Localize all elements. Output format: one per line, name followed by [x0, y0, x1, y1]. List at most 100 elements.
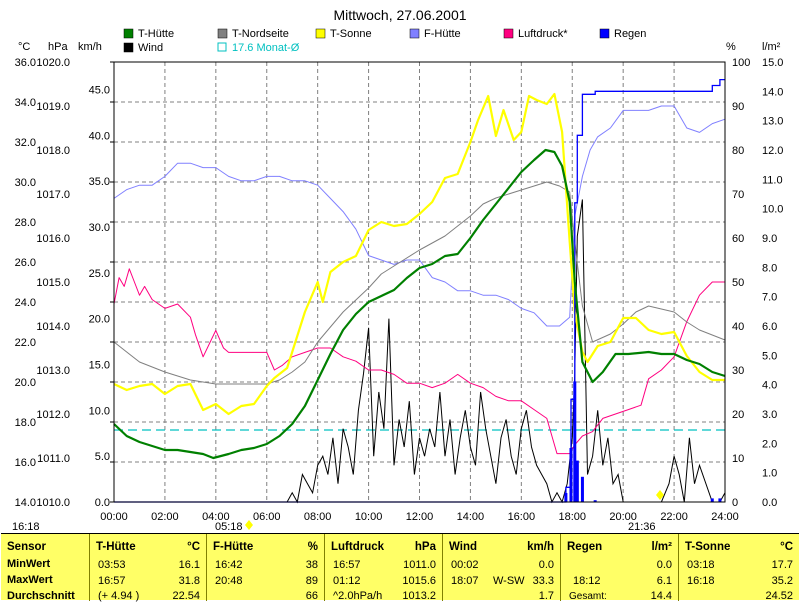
rain-bar: [593, 500, 597, 502]
tick-labels: 00:00 02:00 04:00 06:00 08:00 10:00 12:00 14:00…: [15, 57, 784, 523]
rain-unit-label: l/m²: [762, 41, 781, 53]
maxwert-label: MaxWert: [7, 574, 53, 586]
x-tick-label: 00:00: [100, 511, 128, 523]
celsius-tick-label: 32.0: [15, 137, 36, 149]
percent-tick-label: 60: [732, 233, 744, 245]
sunset-marker: [656, 490, 664, 500]
tsonne-avg-value: 24.52: [765, 590, 793, 602]
minwert-label: MinWert: [7, 558, 51, 570]
rain-tick-label: 8.0: [762, 262, 777, 274]
hpa-unit-label: hPa: [48, 41, 68, 53]
x-tick-label: 08:00: [304, 511, 332, 523]
hpa-tick-label: 1015.0: [36, 277, 70, 289]
percent-tick-label: 10: [732, 453, 744, 465]
x-tick-label: 16:00: [508, 511, 536, 523]
rain-tick-label: 2.0: [762, 438, 777, 450]
grid: [110, 61, 725, 503]
fhuette-avg-value: 66: [305, 590, 318, 602]
legend-label-wind: Wind: [138, 42, 163, 54]
legend-swatch-wind: [123, 42, 134, 53]
wind-min-value: 0.0: [538, 559, 554, 571]
percent-tick-label: 40: [732, 321, 744, 333]
legend-label-luftdruck-: Luftdruck*: [518, 28, 568, 40]
rain-bar: [573, 381, 577, 502]
fhuette-unit: %: [307, 541, 318, 553]
tsonne-min-value: 17.7: [771, 559, 793, 571]
stats-luftdruck: Luftdruck hPa 16:57 1011.0 01:12 1015.6 …: [324, 534, 442, 602]
rain-tick-label: 7.0: [762, 292, 777, 304]
celsius-unit-label: °C: [18, 41, 30, 53]
series-t-nordseite: [113, 181, 726, 385]
kmh-tick-label: 35.0: [89, 176, 110, 188]
stats-thuette: T-Hütte °C 03:53 16.1 16:57 31.8 (+ 4.94…: [89, 534, 206, 602]
plot-frame: [113, 61, 726, 503]
kmh-tick-label: 30.0: [89, 222, 110, 234]
legend-swatch-luftdruck-: [503, 28, 514, 39]
stats-fhuette: F-Hütte % 16:42 38 20:48 89 66: [206, 534, 324, 602]
celsius-tick-label: 14.0: [15, 497, 36, 509]
wind-avg-value: 1.7: [538, 590, 554, 602]
sunrise-label: 05:18: [215, 521, 243, 533]
kmh-tick-label: 25.0: [89, 268, 110, 280]
tsonne-max-value: 35.2: [771, 575, 793, 587]
rain-bar: [575, 460, 579, 502]
rain-bar: [569, 448, 573, 502]
kmh-tick-label: 45.0: [89, 85, 110, 97]
hpa-tick-label: 1018.0: [36, 145, 70, 157]
rain-tick-label: 13.0: [762, 116, 783, 128]
celsius-tick-label: 24.0: [15, 297, 36, 309]
fhuette-max-time: 20:48: [215, 575, 243, 587]
rain-tick-label: 14.0: [762, 86, 783, 98]
wind-header: Wind: [449, 541, 477, 553]
fhuette-min-value: 38: [305, 559, 318, 571]
luftdruck-unit: hPa: [414, 541, 436, 553]
legend-label-t-huette: T-Hütte: [138, 28, 174, 40]
luftdruck-max-time: 01:12: [333, 575, 361, 587]
rain-tick-label: 6.0: [762, 321, 777, 333]
rain-tick-label: 12.0: [762, 145, 783, 157]
regen-min-value: 0.0: [656, 559, 672, 571]
x-tick-label: 12:00: [406, 511, 434, 523]
legend-swatch-t-huette: [123, 28, 134, 39]
x-tick-label: 02:00: [151, 511, 179, 523]
x-tick-label: 24:00: [711, 511, 739, 523]
celsius-tick-label: 28.0: [15, 217, 36, 229]
x-tick-label: 22:00: [660, 511, 688, 523]
x-tick-label: 20:00: [609, 511, 637, 523]
luftdruck-max-value: 1015.6: [402, 575, 436, 587]
series-group: [113, 78, 726, 504]
legend-swatch-regen: [599, 28, 610, 39]
rain-tick-label: 3.0: [762, 409, 777, 421]
rain-tick-label: 5.0: [762, 350, 777, 362]
luftdruck-header: Luftdruck: [331, 541, 385, 553]
thuette-max-time: 16:57: [98, 575, 126, 587]
left-time-label: 16:18: [12, 521, 40, 533]
kmh-tick-label: 0.0: [95, 497, 110, 509]
celsius-tick-label: 34.0: [15, 97, 36, 109]
regen-total-value: 14.4: [650, 590, 672, 602]
thuette-unit: °C: [187, 541, 200, 553]
kmh-tick-label: 5.0: [95, 451, 110, 463]
weather-chart: Mittwoch, 27.06.2001 °C hPa km/h % l/m² …: [12, 7, 784, 533]
percent-tick-label: 80: [732, 145, 744, 157]
tsonne-unit: °C: [780, 541, 793, 553]
percent-tick-label: 20: [732, 409, 744, 421]
legend-label-t-sonne: T-Sonne: [330, 28, 372, 40]
series-luftdruck: [113, 268, 725, 455]
fhuette-max-value: 89: [305, 575, 318, 587]
celsius-tick-label: 18.0: [15, 417, 36, 429]
celsius-tick-label: 22.0: [15, 337, 36, 349]
hpa-tick-label: 1017.0: [36, 189, 70, 201]
x-tick-label: 18:00: [558, 511, 586, 523]
rain-tick-label: 1.0: [762, 468, 777, 480]
statistics-panel: Sensor MinWert MaxWert Durchschnitt T-Hü…: [1, 533, 799, 602]
celsius-tick-label: 20.0: [15, 377, 36, 389]
percent-unit-label: %: [726, 41, 736, 53]
hpa-tick-label: 1013.0: [36, 365, 70, 377]
kmh-tick-label: 20.0: [89, 314, 110, 326]
sensor-label: Sensor: [7, 541, 46, 553]
stats-labels: Sensor MinWert MaxWert Durchschnitt: [1, 534, 89, 602]
hpa-tick-label: 1012.0: [36, 409, 70, 421]
luftdruck-avg-value: 1013.2: [402, 590, 436, 602]
rain-tick-label: 15.0: [762, 57, 783, 69]
